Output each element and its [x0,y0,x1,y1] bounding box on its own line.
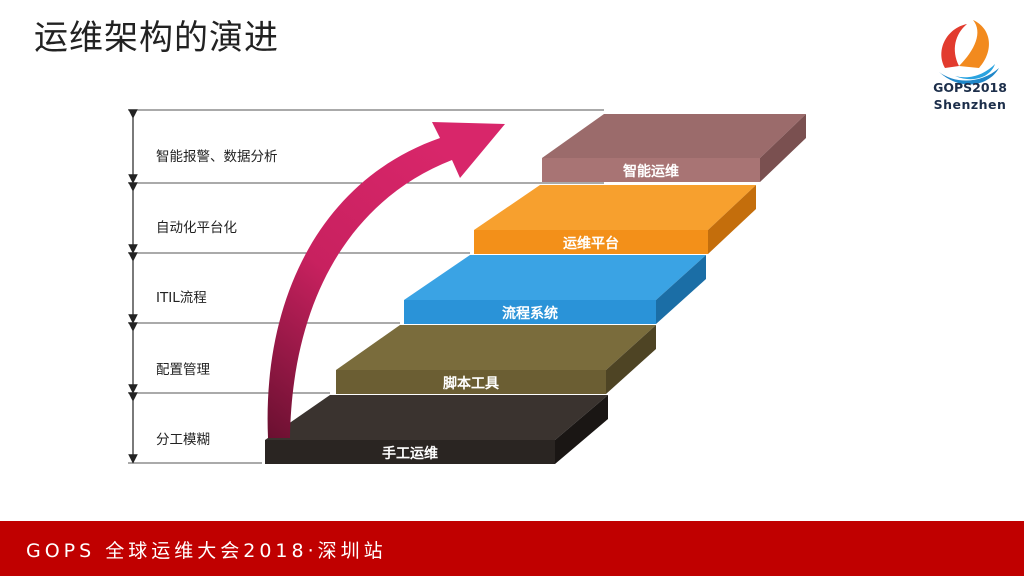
step-label-3: 流程系统 [502,306,558,322]
footer-bar: GOPS 全球运维大会2018·深圳站 [0,521,1024,576]
footer-text: GOPS 全球运维大会2018·深圳站 [26,540,387,562]
growth-arrow-icon [267,122,505,438]
level-label-5: 分工模糊 [156,432,210,448]
step-liucheng [404,255,706,324]
logo-text-gops: GOPS2018 [933,80,1007,95]
step-shougong [265,395,608,464]
step-label-5: 智能运维 [623,164,679,180]
step-label-2: 脚本工具 [443,376,499,392]
gops-logo-icon [939,20,999,85]
step-zhineng [542,114,806,182]
logo-text-city: Shenzhen [933,97,1007,112]
step-label-1: 手工运维 [382,446,438,462]
page-title: 运维架构的演进 [34,18,279,58]
level-label-4: 配置管理 [156,362,210,378]
level-label-2: 自动化平台化 [156,220,237,236]
step-jiaoben [336,325,656,394]
step-label-4: 运维平台 [563,236,619,252]
step-pingtai [474,185,756,254]
level-label-3: ITIL流程 [156,290,207,306]
level-label-1: 智能报警、数据分析 [156,149,278,165]
